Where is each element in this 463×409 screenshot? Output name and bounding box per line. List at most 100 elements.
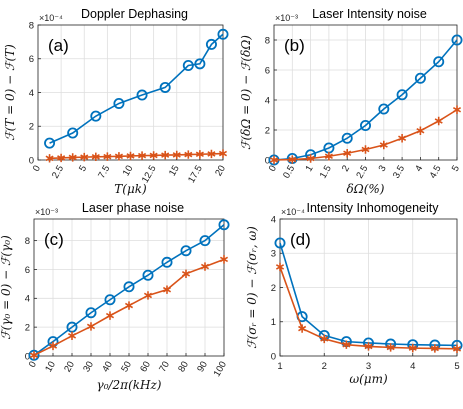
data-point-star — [68, 153, 77, 162]
x-tick-label: 15 — [167, 164, 182, 179]
panel-title: Doppler Dephasing — [81, 7, 188, 21]
data-point-star — [219, 255, 229, 264]
data-point-star — [386, 343, 395, 352]
x-tick-label: 1 — [303, 164, 315, 174]
data-point-star — [288, 155, 297, 164]
y-tick-label: 0 — [29, 155, 34, 166]
data-point-circle — [433, 56, 445, 68]
data-point-star — [181, 269, 191, 278]
series-star — [275, 262, 462, 354]
data-point-circle — [28, 349, 40, 361]
panel-title: Laser phase noise — [82, 201, 184, 215]
data-point-star — [408, 343, 417, 353]
data-point-star — [161, 150, 170, 160]
y-tick-label: 2 — [265, 125, 270, 136]
y-tick-label: 4 — [25, 294, 30, 305]
data-point-star — [184, 150, 193, 159]
data-point-circle — [218, 219, 230, 231]
panel-letter: (b) — [284, 36, 305, 55]
axis-exponent-label: ×10⁻³ — [275, 13, 298, 23]
x-tick-label: 3 — [366, 361, 371, 372]
data-point-star — [195, 150, 204, 159]
x-axis-label: T(μk) — [114, 182, 147, 196]
y-tick-label: 4 — [265, 95, 270, 106]
data-point-circle — [414, 72, 426, 84]
x-tick-label: 50 — [119, 360, 134, 375]
y-tick-label: 8 — [265, 35, 270, 46]
y-tick-label: 1 — [271, 317, 276, 328]
y-tick-label: 2 — [271, 283, 276, 294]
panel-letter: (d) — [290, 230, 311, 249]
x-tick-label: 10 — [121, 164, 136, 179]
panel-title: Laser Intensity noise — [312, 7, 427, 21]
series-line — [273, 39, 458, 161]
x-tick-label: 1.5 — [318, 164, 334, 181]
axis-exponent-label: ×10⁻⁴ — [281, 207, 305, 217]
data-point-star — [143, 291, 153, 300]
x-tick-label: 0 — [31, 164, 43, 174]
data-point-star — [398, 134, 407, 143]
data-point-star — [162, 285, 172, 294]
series-line — [49, 152, 224, 160]
data-point-circle — [199, 235, 211, 247]
data-point-star — [320, 334, 329, 344]
data-point-star — [48, 341, 58, 351]
data-point-star — [172, 150, 181, 160]
data-point-star — [207, 149, 216, 159]
y-tick-label: 4 — [271, 214, 276, 225]
data-point-star — [149, 151, 158, 160]
x-tick-label: 5 — [454, 361, 459, 372]
data-point-star — [67, 331, 77, 341]
data-point-star — [306, 154, 315, 163]
data-point-circle — [161, 256, 173, 268]
data-point-circle — [205, 38, 217, 50]
data-point-circle — [274, 237, 286, 249]
panel-title: Intensity Inhomogeneity — [306, 201, 439, 215]
panel-letter: (a) — [48, 36, 69, 55]
y-tick-label: 4 — [29, 88, 34, 99]
data-point-star — [361, 145, 370, 154]
data-point-circle — [90, 110, 102, 122]
data-point-star — [298, 324, 307, 333]
data-point-circle — [194, 58, 206, 70]
data-point-circle — [180, 245, 192, 257]
data-point-star — [200, 262, 210, 271]
y-tick-label: 3 — [271, 249, 276, 260]
y-tick-label: 6 — [29, 54, 34, 65]
data-point-circle — [451, 34, 463, 46]
x-tick-label: 30 — [81, 360, 96, 375]
y-tick-label: 8 — [29, 20, 34, 31]
data-point-star — [114, 152, 123, 161]
panel-c: 0 10 20 30 40 50 60 70 80 90 100 0 2 4 6 8 ×10⁻³ Laser ph… — [0, 201, 230, 392]
data-point-star — [434, 116, 443, 126]
series-star — [269, 105, 462, 165]
data-point-circle — [44, 137, 56, 149]
data-point-circle — [85, 307, 97, 319]
data-point-star — [324, 152, 333, 161]
data-point-circle — [159, 81, 171, 93]
x-tick-label: 20 — [213, 164, 228, 179]
data-point-star — [379, 140, 388, 150]
series-star — [29, 255, 229, 360]
data-point-circle — [341, 132, 353, 144]
x-axis-label: δΩ(%) — [347, 182, 385, 196]
x-tick-label: 4.5 — [428, 164, 444, 181]
series-line — [49, 33, 224, 144]
y-tick-label: 2 — [29, 122, 34, 133]
data-point-star — [86, 322, 96, 331]
data-point-star — [452, 344, 462, 354]
y-tick-label: 0 — [265, 155, 270, 166]
data-point-star — [126, 151, 135, 161]
data-point-circle — [123, 281, 135, 293]
data-point-circle — [182, 60, 194, 72]
x-axis-label: ω(μm) — [349, 372, 388, 386]
series-line — [33, 224, 225, 356]
data-point-star — [80, 152, 89, 162]
y-axis-label: ℱ(δΩ = 0) − ℱ(δΩ) — [239, 35, 253, 150]
x-tick-label: 17.5 — [186, 164, 205, 186]
x-tick-label: 2 — [322, 361, 327, 372]
x-tick-label: 3 — [377, 164, 389, 174]
